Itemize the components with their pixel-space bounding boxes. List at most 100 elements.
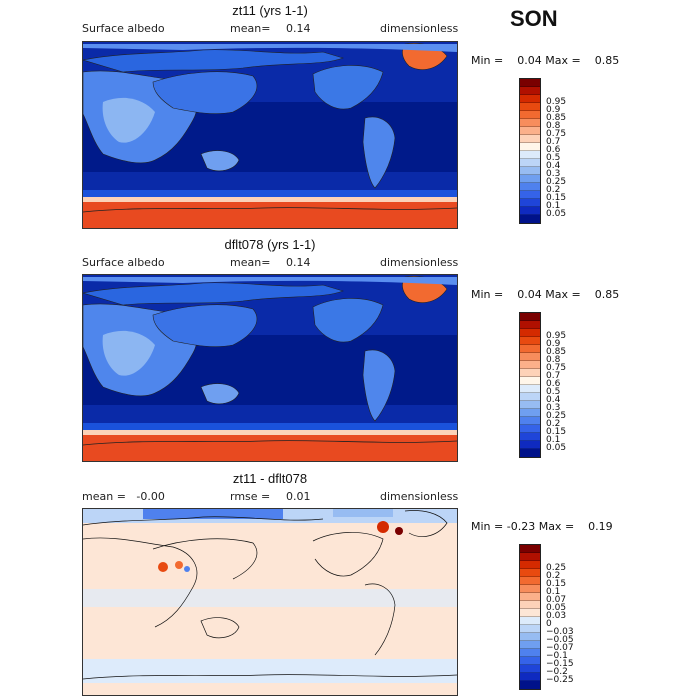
colorbar-tick-label: 0.7: [546, 371, 561, 381]
panel-3-max-value: 0.19: [588, 520, 613, 533]
colorbar-tick-label: 0.95: [546, 97, 567, 107]
panel-2-map: [82, 274, 458, 462]
panel-1-max-label: Max =: [545, 54, 581, 67]
panel-3-min-label: Min =: [471, 520, 504, 533]
panel-2-units: dimensionless: [380, 256, 459, 269]
colorbar-swatch: [520, 417, 540, 425]
panel-2-title: dflt078 (yrs 1-1): [224, 237, 316, 252]
colorbar-swatch: [520, 665, 540, 673]
colorbar-tick-label: 0.2: [546, 571, 561, 581]
panel-2-mean-value: 0.14: [286, 256, 311, 269]
colorbar-tick-label: 0.2: [546, 185, 561, 195]
colorbar-swatch: [520, 143, 540, 151]
colorbar-tick-label: 0.4: [546, 395, 561, 405]
colorbar-swatch: [520, 585, 540, 593]
colorbar-swatch: [520, 425, 540, 433]
colorbar-tick-label: 0: [546, 619, 552, 629]
colorbar-tick-label: 0.7: [546, 137, 561, 147]
panel-2-min-label: Min =: [471, 288, 504, 301]
panel-3-map-svg: [83, 509, 457, 695]
colorbar-swatch: [520, 433, 540, 441]
panel-3-minmax: Min = -0.23 Max = 0.19: [471, 520, 613, 533]
colorbar-tick-label: 0.03: [546, 611, 567, 621]
colorbar-swatch: [520, 337, 540, 345]
colorbar-swatch: [520, 641, 540, 649]
colorbar-swatch: [520, 207, 540, 215]
southern-ocean-band: [83, 190, 457, 200]
colorbar-tick-label: −0.05: [546, 635, 574, 645]
colorbar-swatch: [520, 321, 540, 329]
panel-2-colorbar: [519, 312, 541, 458]
panel-1-map-svg: [83, 42, 457, 228]
colorbar-swatch: [520, 393, 540, 401]
colorbar-swatch: [520, 191, 540, 199]
antarctica: [83, 202, 457, 228]
sea-ice-edge: [83, 197, 457, 203]
colorbar-tick-label: 0.1: [546, 587, 561, 597]
australia: [200, 150, 240, 172]
colorbar-swatch: [520, 409, 540, 417]
colorbar-swatch: [520, 119, 540, 127]
colorbar-swatch: [520, 449, 540, 457]
colorbar-tick-label: −0.1: [546, 651, 568, 661]
colorbar-tick-label: 0.5: [546, 387, 561, 397]
colorbar-swatch: [520, 545, 540, 553]
colorbar-swatch: [520, 681, 540, 689]
panel-3-rmse-value: 0.01: [286, 490, 311, 503]
colorbar-swatch: [520, 617, 540, 625]
panel-2-map-svg: [83, 275, 457, 461]
colorbar-swatch: [520, 649, 540, 657]
colorbar-swatch: [520, 401, 540, 409]
colorbar-swatch: [520, 625, 540, 633]
colorbar-swatch: [520, 215, 540, 223]
colorbar-tick-label: 0.15: [546, 427, 567, 437]
arctic: [83, 44, 457, 52]
colorbar-tick-label: 0.25: [546, 563, 567, 573]
colorbar-tick-label: 0.07: [546, 595, 567, 605]
panel-1-max-value: 0.85: [594, 54, 620, 67]
colorbar-tick-label: −0.07: [546, 643, 574, 653]
colorbar-swatch: [520, 175, 540, 183]
panel-1-colorbar: [519, 78, 541, 224]
colorbar-tick-label: 0.8: [546, 121, 561, 131]
colorbar-swatch: [520, 159, 540, 167]
colorbar-swatch: [520, 601, 540, 609]
colorbar-swatch: [520, 87, 540, 95]
colorbar-tick-label: 0.9: [546, 339, 561, 349]
panel-2-max-value: 0.85: [594, 288, 620, 301]
colorbar-tick-label: 0.85: [546, 347, 567, 357]
colorbar-tick-label: 0.9: [546, 105, 561, 115]
colorbar-swatch: [520, 561, 540, 569]
colorbar-swatch: [520, 657, 540, 665]
panel-3-map: [82, 508, 458, 696]
colorbar-swatch: [520, 183, 540, 191]
panel-1-min-value: 0.04: [517, 54, 542, 67]
colorbar-tick-label: 0.15: [546, 193, 567, 203]
panel-3-title: zt11 - dflt078: [232, 471, 308, 486]
colorbar-tick-label: 0.95: [546, 331, 567, 341]
colorbar-tick-label: 0.05: [546, 603, 567, 613]
colorbar-swatch: [520, 569, 540, 577]
colorbar-swatch: [520, 111, 540, 119]
colorbar-swatch: [520, 673, 540, 681]
colorbar-swatch: [520, 151, 540, 159]
colorbar-tick-label: −0.2: [546, 667, 568, 677]
panel-1-min-label: Min =: [471, 54, 504, 67]
antarctica: [83, 435, 457, 461]
colorbar-swatch: [520, 633, 540, 641]
colorbar-swatch: [520, 345, 540, 353]
colorbar-tick-label: −0.25: [546, 675, 574, 685]
panel-3-units: dimensionless: [380, 490, 459, 503]
colorbar-swatch: [520, 593, 540, 601]
colorbar-tick-label: 0.25: [546, 411, 567, 421]
colorbar-swatch: [520, 361, 540, 369]
colorbar-tick-label: 0.8: [546, 355, 561, 365]
colorbar-tick-label: 0.3: [546, 169, 561, 179]
colorbar-swatch: [520, 577, 540, 585]
colorbar-tick-label: −0.03: [546, 627, 574, 637]
colorbar-swatch: [520, 353, 540, 361]
panel-3-max-label: Max =: [538, 520, 575, 533]
colorbar-swatch: [520, 313, 540, 321]
south-america: [362, 116, 396, 189]
colorbar-tick-label: 0.75: [546, 363, 567, 373]
